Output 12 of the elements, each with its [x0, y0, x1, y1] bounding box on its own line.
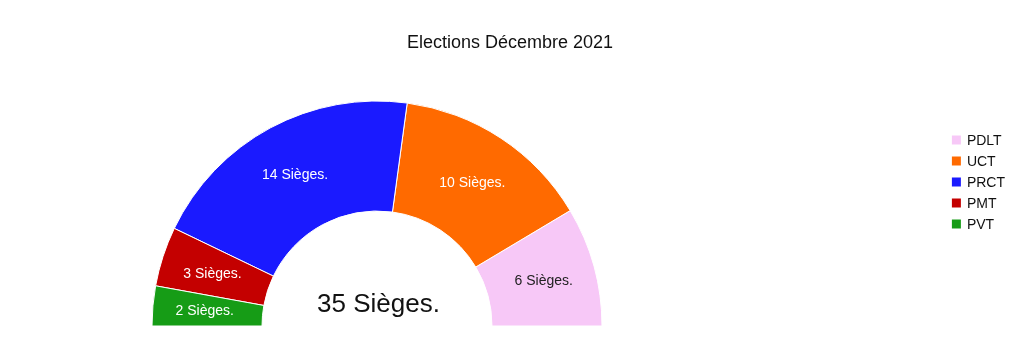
data-label: 2 Sièges.	[175, 302, 234, 319]
data-label: 3 Sièges.	[183, 264, 242, 281]
chart-title: Elections Décembre 2021	[406, 32, 614, 52]
legend-label: UCT	[966, 153, 997, 169]
data-label: 6 Sièges.	[514, 271, 573, 288]
data-label: 14 Sièges.	[261, 165, 329, 182]
legend-label: PRCT	[966, 174, 1006, 190]
legend-label: PVT	[966, 216, 995, 232]
legend-label: PDLT	[966, 132, 1003, 148]
legend-label: PMT	[966, 195, 997, 211]
data-label: 10 Sièges.	[439, 173, 506, 190]
text: 35 Sièges.	[317, 288, 440, 318]
